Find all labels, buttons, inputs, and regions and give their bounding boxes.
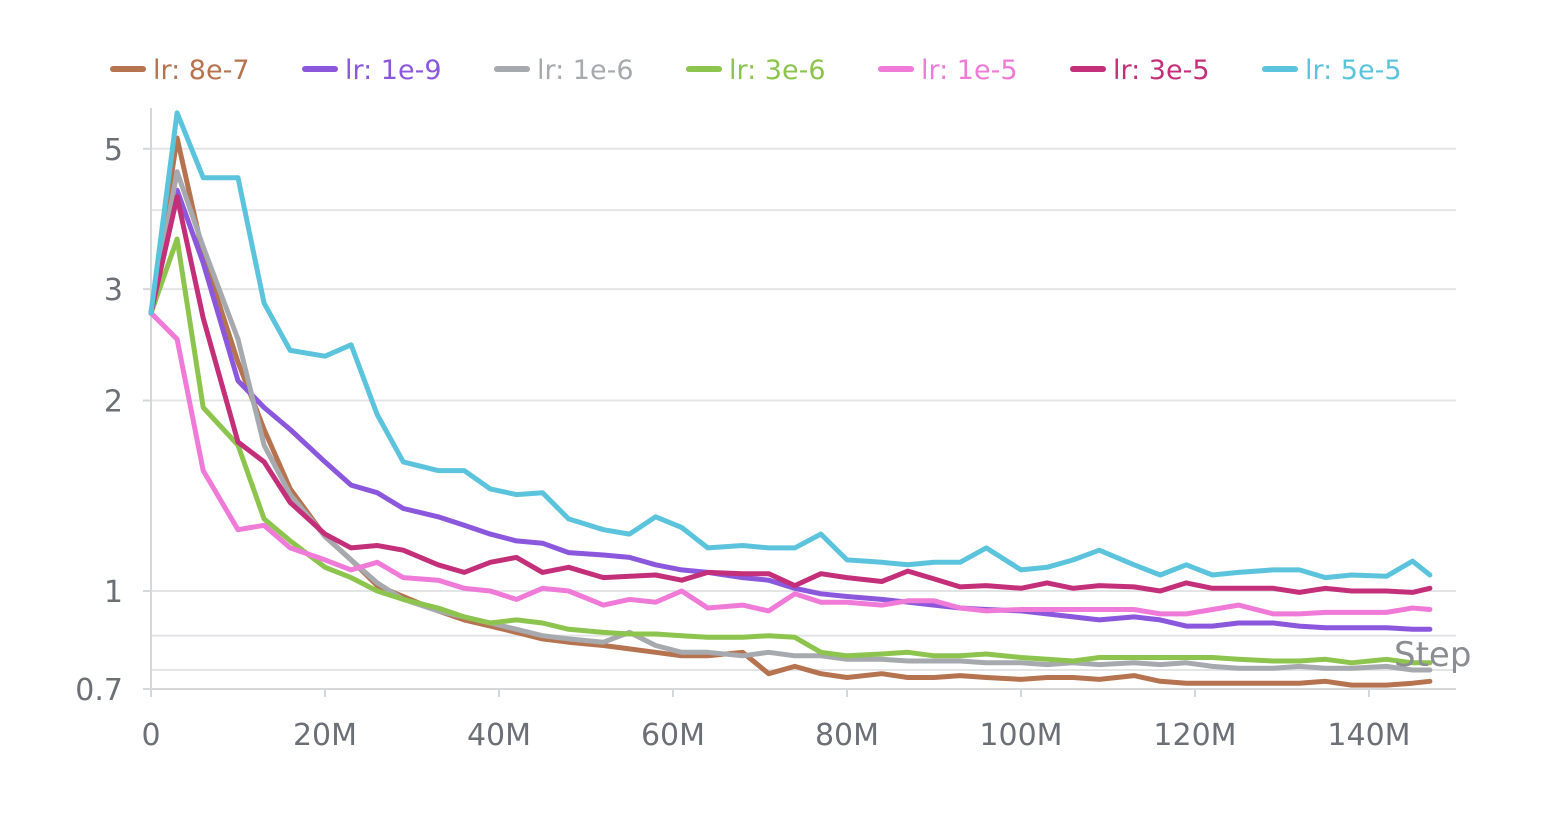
series-lines — [148, 110, 1433, 688]
y-tick-label: 0.7 — [75, 673, 123, 708]
x-tick-label: 80M — [815, 718, 879, 753]
legend-item[interactable]: lr: 1e-9 — [302, 55, 442, 86]
legend-label: lr: 8e-7 — [153, 55, 250, 86]
legend-item[interactable]: lr: 1e-6 — [494, 55, 634, 86]
x-axis-label: Step — [1394, 635, 1471, 675]
x-tick-label: 120M — [1153, 718, 1236, 753]
legend-item[interactable]: lr: 8e-7 — [110, 55, 250, 86]
legend-label: lr: 1e-6 — [537, 55, 634, 86]
tick-labels: 0 20M 40M 60M 80M 100M 120M 140M 0.7 1 2 3 5 — [75, 133, 1410, 753]
legend: lr: 8e-7 lr: 1e-9 lr: 1e-6 lr: 3e-6 lr: 1e-5… — [110, 55, 1402, 86]
series-line-3 — [148, 236, 1433, 666]
y-tick-label: 3 — [104, 273, 123, 308]
x-tick-label: 140M — [1327, 718, 1410, 753]
series-line-6 — [148, 110, 1433, 581]
x-tick-label: 60M — [641, 718, 705, 753]
x-tick-label: 20M — [293, 718, 357, 753]
legend-label: lr: 5e-5 — [1305, 55, 1402, 86]
legend-label: lr: 3e-5 — [1113, 55, 1210, 86]
x-tick-label: 40M — [467, 718, 531, 753]
y-tick-label: 2 — [104, 385, 123, 420]
legend-item[interactable]: lr: 3e-6 — [686, 55, 826, 86]
y-tick-label: 1 — [104, 575, 123, 610]
legend-label: lr: 1e-5 — [921, 55, 1018, 86]
series-line-2 — [148, 169, 1433, 673]
legend-item[interactable]: lr: 1e-5 — [878, 55, 1018, 86]
legend-label: lr: 3e-6 — [729, 55, 826, 86]
series-line-4 — [148, 310, 1433, 617]
legend-label: lr: 1e-9 — [345, 55, 442, 86]
axes — [143, 108, 1456, 697]
y-gridlines — [151, 147, 1456, 672]
x-tick-label: 0 — [141, 718, 160, 753]
legend-item[interactable]: lr: 3e-5 — [1070, 55, 1210, 86]
series-line-1 — [148, 187, 1433, 632]
legend-item[interactable]: lr: 5e-5 — [1262, 55, 1402, 86]
y-tick-label: 5 — [104, 133, 123, 168]
series-line-5 — [148, 194, 1433, 595]
x-tick-label: 100M — [979, 718, 1062, 753]
